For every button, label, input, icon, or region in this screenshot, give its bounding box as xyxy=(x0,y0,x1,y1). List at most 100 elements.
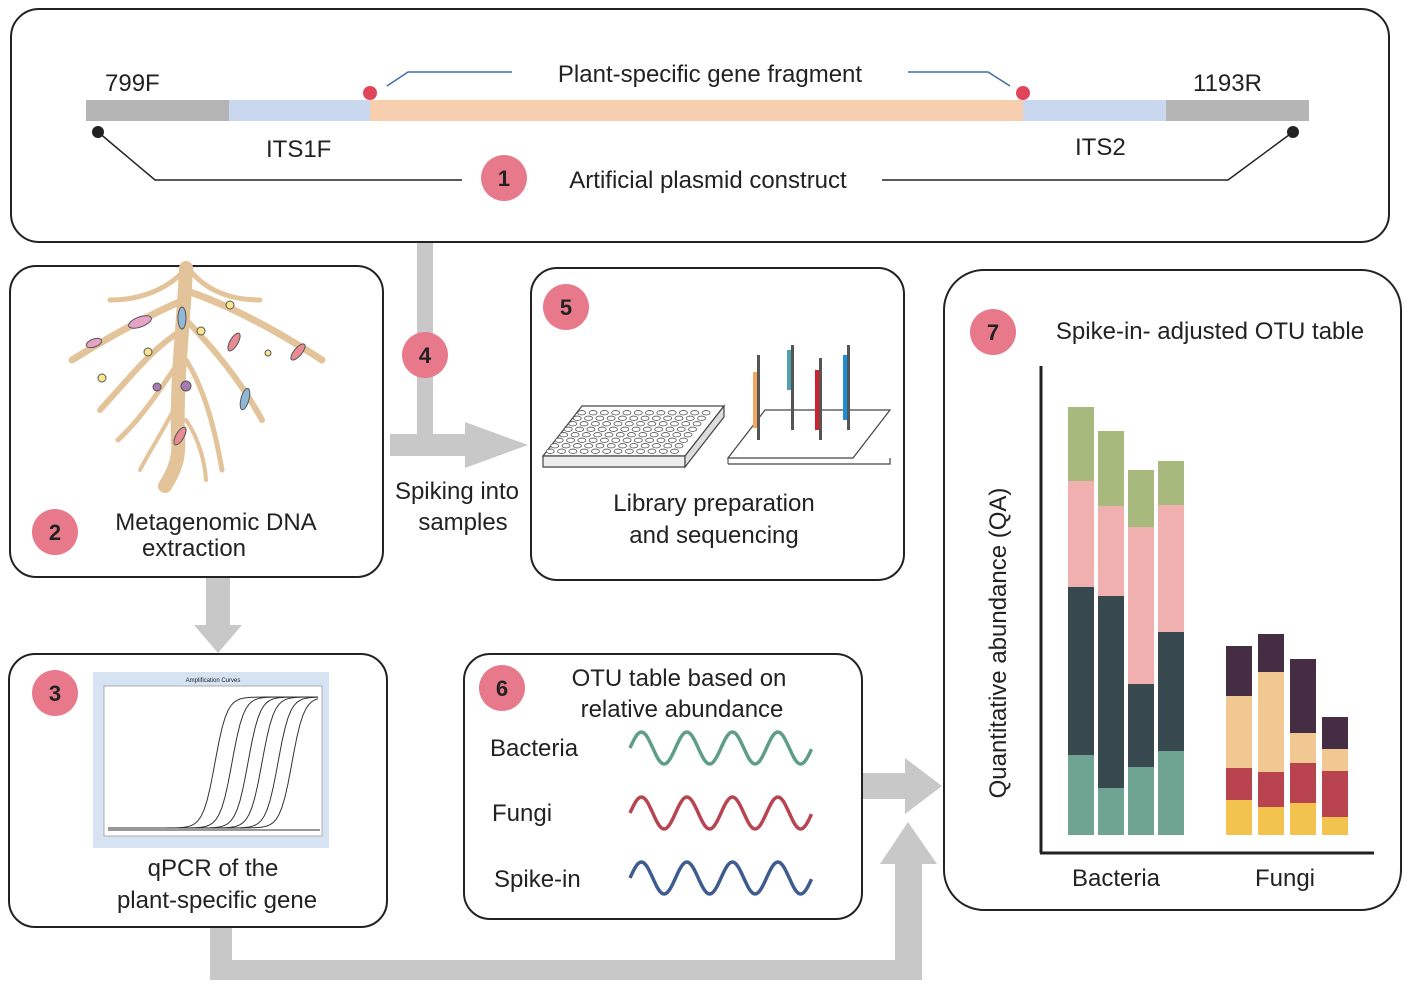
arrow-3-to-7-bottom xyxy=(210,960,922,980)
otu-wave-fungi xyxy=(628,795,814,831)
well xyxy=(613,421,623,427)
well xyxy=(647,421,657,427)
well xyxy=(629,443,639,449)
well xyxy=(697,415,706,421)
well xyxy=(620,426,630,432)
its-right-segment xyxy=(1023,100,1166,121)
panel-3-title-line2: plant-specific gene xyxy=(117,887,317,914)
well xyxy=(667,437,677,443)
panel-6-title-line2: relative abundance xyxy=(581,696,784,723)
sequencer-icon xyxy=(726,345,892,465)
step-4-label-line2: samples xyxy=(418,509,507,536)
badge-7 xyxy=(970,309,1016,355)
well xyxy=(613,448,623,454)
well xyxy=(640,443,650,449)
arrow-6-to-7-head xyxy=(905,758,942,814)
root-illustration xyxy=(68,261,326,493)
well-plate-icon xyxy=(541,404,726,469)
badge-1-number: 1 xyxy=(498,166,510,191)
well xyxy=(622,410,632,416)
badge-1 xyxy=(481,155,527,201)
arrow-4-to-5-shaft xyxy=(390,434,470,456)
well xyxy=(679,410,688,416)
otu-row-label-fungi: Fungi xyxy=(492,800,552,827)
microbes xyxy=(85,300,306,446)
badge-6 xyxy=(479,665,525,711)
microbe xyxy=(239,387,251,411)
bacteria-bar-4-segment-2 xyxy=(1158,632,1184,751)
microbe xyxy=(85,337,103,349)
otu-wave-spikein xyxy=(628,860,814,896)
well xyxy=(602,421,612,427)
well xyxy=(577,437,587,443)
well xyxy=(591,448,600,454)
well xyxy=(584,415,593,421)
well xyxy=(624,421,634,427)
well xyxy=(638,432,648,438)
well xyxy=(600,437,609,443)
well xyxy=(685,415,695,421)
well xyxy=(651,415,661,421)
well xyxy=(670,448,679,454)
panel-1-frame xyxy=(10,8,1390,243)
well xyxy=(654,426,664,432)
chart-ylabel: Quantitative abundance (QA) xyxy=(985,488,1012,799)
fungi-bar-4-segment-2 xyxy=(1322,771,1348,817)
panel-plasmid-construct: Plant-specific gene fragment 799F 1193R … xyxy=(10,8,1390,243)
badge-5-number: 5 xyxy=(560,295,572,320)
bacteria-bar-3-segment-4 xyxy=(1128,470,1154,527)
microbe xyxy=(173,426,187,446)
well xyxy=(692,421,702,427)
well xyxy=(595,443,605,449)
arrow-6-to-7-shaft xyxy=(862,773,912,799)
fungi-bar-3-segment-3 xyxy=(1290,733,1316,763)
well xyxy=(568,421,578,427)
well xyxy=(633,437,643,443)
badge-7-number: 7 xyxy=(987,320,999,345)
well xyxy=(658,421,668,427)
well xyxy=(661,432,670,438)
well xyxy=(642,426,652,432)
fragment-label: Plant-specific gene fragment xyxy=(558,61,862,88)
panel-qpcr: 3 Amplification Curves qPCR of the plant… xyxy=(8,653,388,928)
well xyxy=(597,426,607,432)
well xyxy=(575,426,584,432)
fungi-bar-2-segment-2 xyxy=(1258,772,1284,807)
fungi-bar-4-segment-4 xyxy=(1322,717,1348,749)
well xyxy=(652,443,661,449)
fungi-bar-1-segment-2 xyxy=(1226,768,1252,800)
well xyxy=(670,421,679,427)
microbe xyxy=(97,373,107,383)
qpcr-plot-title: Amplification Curves xyxy=(186,678,241,684)
bacteria-bar-2-segment-1 xyxy=(1098,788,1124,835)
well xyxy=(640,415,650,421)
well xyxy=(701,410,711,416)
well xyxy=(681,421,691,427)
fungi-bar-3-segment-2 xyxy=(1290,763,1316,803)
microbe xyxy=(264,349,272,357)
primer-right-label: 1193R xyxy=(1193,70,1262,97)
its-left-segment xyxy=(229,100,370,121)
microbe xyxy=(225,300,235,310)
microbe xyxy=(152,382,162,392)
badge-2 xyxy=(32,509,78,555)
microbe xyxy=(143,347,153,357)
badge-4-number: 4 xyxy=(419,343,432,368)
panel-2-title-line1: Metagenomic DNA xyxy=(115,509,316,536)
bacteria-bar-1-segment-3 xyxy=(1068,481,1094,587)
well xyxy=(631,426,641,432)
badge-3-number: 3 xyxy=(49,681,61,706)
bacteria-bar-2-segment-3 xyxy=(1098,506,1124,596)
well xyxy=(656,437,666,443)
well xyxy=(581,432,591,438)
panel-5-title-line2: and sequencing xyxy=(629,522,798,549)
microbe xyxy=(227,332,241,352)
primer-right-segment xyxy=(1166,100,1309,121)
well xyxy=(611,410,621,416)
well xyxy=(588,410,598,416)
well xyxy=(636,448,646,454)
well xyxy=(649,432,659,438)
fungi-bar-2-segment-3 xyxy=(1258,672,1284,772)
well xyxy=(609,426,618,432)
